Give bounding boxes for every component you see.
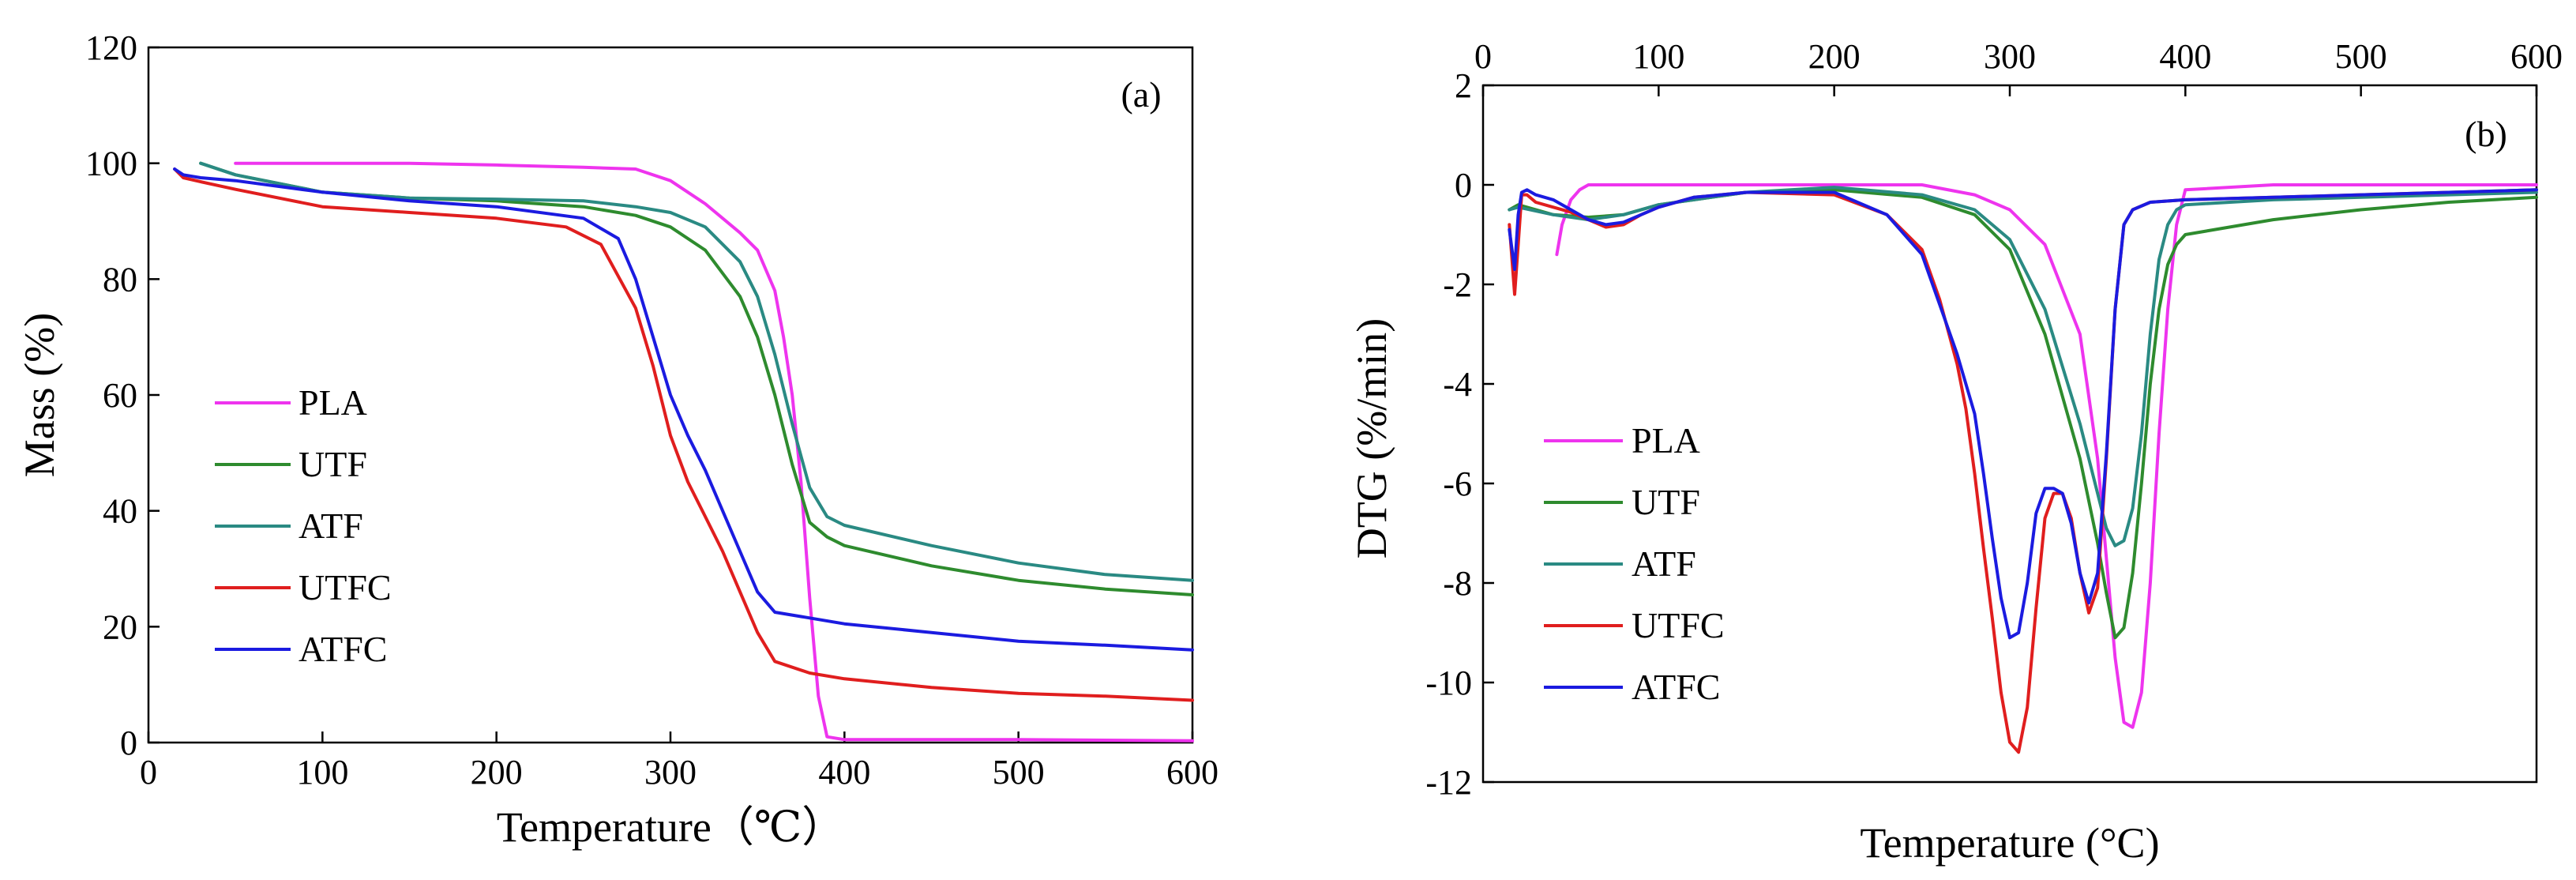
y-tick-label: -6 (1443, 464, 1472, 503)
x-tick-label: 600 (2510, 37, 2563, 76)
legend-label-utf: UTF (299, 444, 367, 484)
x-tick-label: 400 (818, 753, 870, 792)
x-axis-label: Temperature（℃） (497, 803, 844, 851)
y-tick-label: -8 (1443, 564, 1472, 603)
x-tick-label: 600 (1166, 753, 1219, 792)
panel-label-b: (b) (2465, 114, 2507, 154)
legend-label-utfc: UTFC (299, 567, 392, 607)
legend-label-atfc: ATFC (1632, 667, 1720, 707)
x-tick-label: 500 (993, 753, 1045, 792)
series-line-pla-b (1555, 183, 2538, 729)
y-tick-label: 40 (103, 492, 137, 531)
legend-label-atf: ATF (299, 506, 363, 546)
x-axis-label: Temperature (°C) (1860, 819, 2159, 867)
x-tick-label: 400 (2159, 37, 2211, 76)
x-tick-label: 200 (1808, 37, 1861, 76)
legend-label-pla: PLA (299, 382, 367, 423)
y-tick-label: -12 (1425, 763, 1472, 802)
x-tick-label: 0 (140, 753, 157, 792)
y-tick-label: 0 (1455, 166, 1472, 205)
y-tick-label: 20 (103, 607, 137, 646)
panel-label-a: (a) (1121, 74, 1161, 115)
y-tick-label: 120 (85, 28, 137, 67)
series-line-pla-a (234, 161, 1194, 743)
y-tick-label: 0 (120, 724, 137, 762)
x-tick-label: 100 (1632, 37, 1684, 76)
series-line-atf-a (199, 161, 1194, 582)
x-tick-label: 200 (471, 753, 523, 792)
y-tick-label: -2 (1443, 265, 1472, 304)
legend-label-pla: PLA (1632, 420, 1700, 461)
x-tick-label: 100 (296, 753, 348, 792)
y-tick-label: -10 (1425, 664, 1472, 702)
x-tick-label: 300 (1984, 37, 2036, 76)
legend-label-utf: UTF (1632, 482, 1700, 522)
x-tick-label: 0 (1474, 37, 1492, 76)
legend-label-utfc: UTFC (1632, 605, 1725, 645)
legend-label-atf: ATF (1632, 543, 1696, 584)
series-line-atfc-b (1508, 188, 2538, 640)
y-tick-label: 60 (103, 376, 137, 415)
legend-label-atfc: ATFC (299, 629, 387, 669)
series-line-utfc-a (173, 167, 1194, 702)
y-axis-label: Mass (%) (16, 313, 63, 477)
y-tick-label: 2 (1455, 66, 1472, 105)
x-tick-label: 300 (644, 753, 697, 792)
series-line-atfc-a (173, 167, 1194, 652)
y-tick-label: 100 (85, 145, 137, 183)
y-tick-label: 80 (103, 260, 137, 299)
x-tick-label: 500 (2335, 37, 2387, 76)
y-tick-label: -4 (1443, 365, 1472, 404)
y-axis-label: DTG (%/min) (1348, 318, 1395, 558)
